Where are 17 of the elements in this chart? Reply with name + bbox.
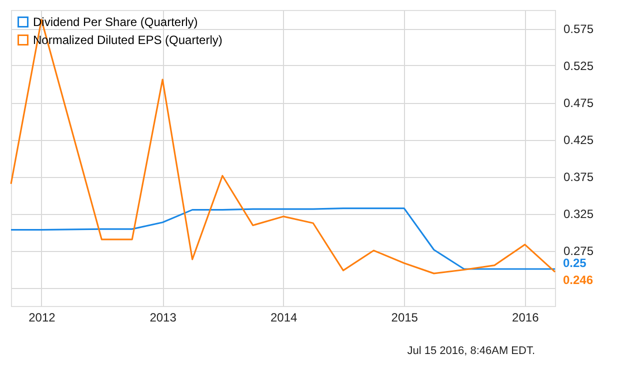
- y-tick-label: 0.425: [564, 133, 594, 147]
- y-tick-label: 0.375: [564, 170, 594, 184]
- y-tick-label: 0.525: [564, 59, 594, 73]
- line-series: [10, 208, 556, 270]
- x-tick-label: 2013: [150, 310, 177, 324]
- x-tick-label: 2015: [391, 310, 418, 324]
- x-tick-label: 2016: [512, 310, 540, 324]
- y-tick-label: 0.475: [564, 96, 594, 110]
- y-tick-label: 0.575: [564, 22, 594, 36]
- annotation: 0.25: [563, 256, 587, 270]
- y-tick-label: 0.325: [564, 207, 594, 221]
- annotation: 0.246: [563, 272, 594, 287]
- x-tick-label: 2012: [28, 310, 56, 324]
- y-tick-label: 0.275: [564, 244, 594, 258]
- text: Jul 15 2016, 8:46AM EDT.: [407, 345, 535, 357]
- x-tick-label: 2014: [270, 310, 298, 324]
- line-series: [10, 18, 556, 274]
